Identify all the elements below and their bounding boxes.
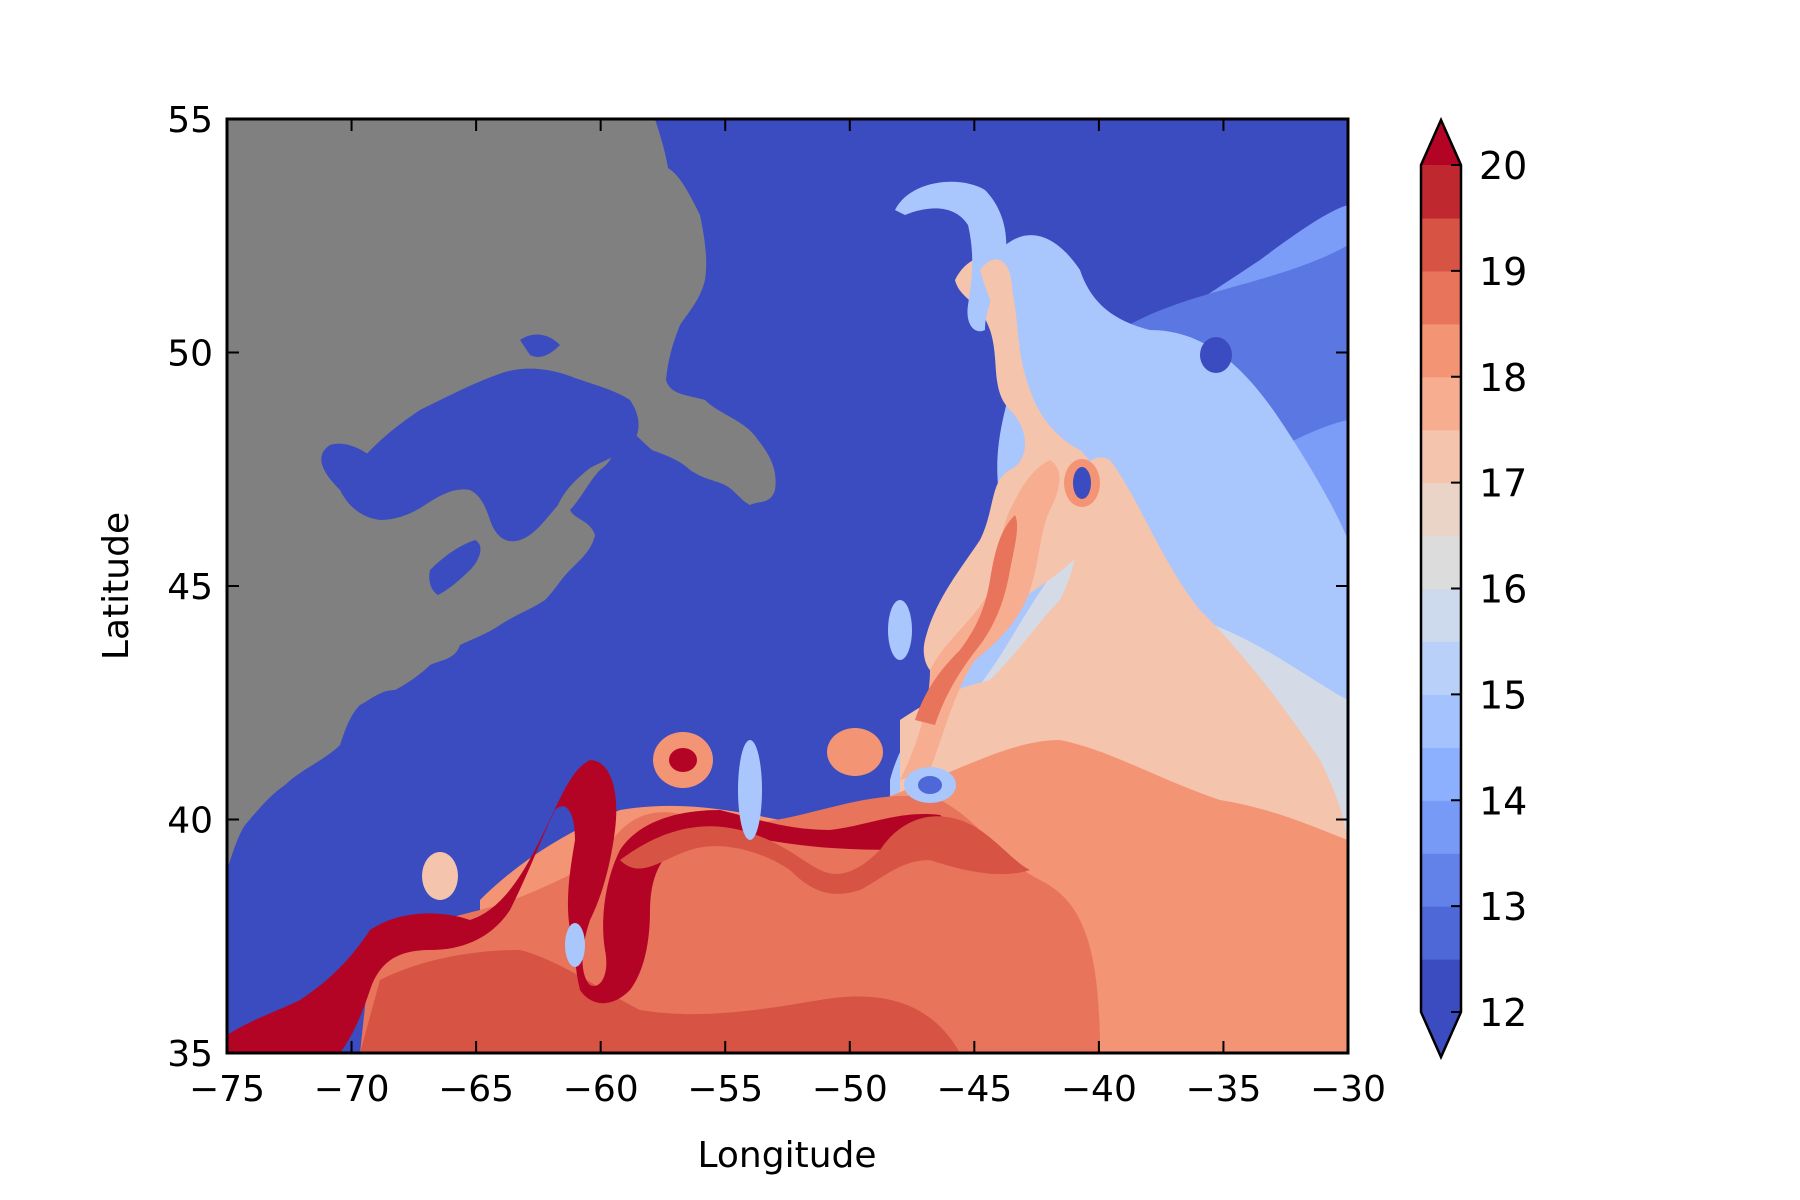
warm-eddy-2 — [827, 728, 883, 776]
colorbar-tick-label: 20 — [1479, 144, 1527, 188]
colorbar-extend-max — [1421, 120, 1461, 165]
y-tick-label: 55 — [167, 100, 213, 141]
cold-eddy-2-core — [1073, 467, 1091, 499]
y-tick-label: 50 — [167, 334, 213, 375]
colorbar-segment — [1421, 323, 1461, 378]
warm-eddy-3 — [422, 852, 458, 900]
northern-bay — [520, 334, 560, 357]
st-lawrence-river — [321, 443, 375, 490]
x-tick-label: −55 — [687, 1069, 763, 1110]
gulf-stream-core — [227, 760, 951, 1053]
x-tick-label: −65 — [438, 1069, 514, 1110]
colorbar-segment — [1421, 270, 1461, 325]
colorbar-extend-min — [1421, 1012, 1461, 1057]
x-tick-label: −35 — [1185, 1069, 1261, 1110]
x-tick-label: −60 — [563, 1069, 639, 1110]
colorbar-tick-label: 16 — [1479, 568, 1527, 612]
bay-of-fundy — [429, 540, 481, 595]
colorbar-tick-label: 17 — [1479, 462, 1527, 506]
colorbar-segment — [1421, 535, 1461, 590]
y-tick-label: 40 — [167, 801, 213, 842]
northern-filament — [895, 181, 1007, 332]
colorbar-segment — [1421, 959, 1461, 1013]
cold-streak-2 — [888, 600, 912, 660]
warm-water-streak — [360, 950, 960, 1053]
colorbar-segment — [1421, 906, 1461, 960]
colorbar-segment — [1421, 694, 1461, 748]
colorbar: 12 13 14 15 16 17 18 19 20 — [1419, 116, 1527, 1061]
colorbar-segment — [1421, 482, 1461, 537]
colorbar-tick-label: 12 — [1479, 991, 1527, 1035]
colorbar-tick-label: 15 — [1479, 673, 1527, 717]
y-tick-label: 45 — [167, 567, 213, 608]
colorbar-segment — [1421, 641, 1461, 695]
cold-eddy-1-core — [918, 776, 942, 794]
x-axis-ticks: −75 −70 −65 −60 −55 −50 −45 −40 −35 −30 — [189, 119, 1386, 1110]
colorbar-segment — [1421, 429, 1461, 484]
map-plot-area — [227, 119, 1348, 1053]
colorbar-segment — [1421, 217, 1461, 272]
cold-eddy-3 — [1200, 337, 1232, 373]
colorbar-tick-label: 13 — [1479, 885, 1527, 929]
colorbar-segment — [1421, 853, 1461, 907]
y-axis-ticks: 35 40 45 50 55 — [167, 100, 1348, 1075]
x-tick-label: −50 — [812, 1069, 888, 1110]
colorbar-tick-label: 14 — [1479, 779, 1527, 823]
cold-filament-1 — [565, 923, 585, 967]
north-atlantic-current — [923, 257, 1104, 680]
colorbar-segment — [1421, 588, 1461, 643]
front-red-band — [620, 816, 1030, 894]
y-tick-label: 35 — [167, 1034, 213, 1075]
x-tick-label: −75 — [189, 1069, 265, 1110]
gulf-of-st-lawrence — [340, 368, 639, 542]
northern-tongue — [980, 259, 1020, 349]
colorbar-tick-label: 19 — [1479, 250, 1527, 294]
x-axis-label: Longitude — [697, 1135, 876, 1176]
x-tick-label: −30 — [1310, 1069, 1386, 1110]
y-axis-label: Latitude — [96, 512, 137, 660]
front-rising-red — [915, 515, 1018, 725]
colorbar-segment — [1421, 165, 1461, 219]
warm-eddy-1-core — [669, 748, 697, 772]
x-tick-label: −45 — [936, 1069, 1012, 1110]
colorbar-segment — [1421, 376, 1461, 431]
colorbar-segment — [1421, 800, 1461, 854]
colorbar-segment — [1421, 747, 1461, 801]
x-tick-label: −40 — [1061, 1069, 1137, 1110]
x-tick-label: −70 — [314, 1069, 390, 1110]
colorbar-tick-label: 18 — [1479, 356, 1527, 400]
cold-streak-1 — [738, 740, 762, 840]
